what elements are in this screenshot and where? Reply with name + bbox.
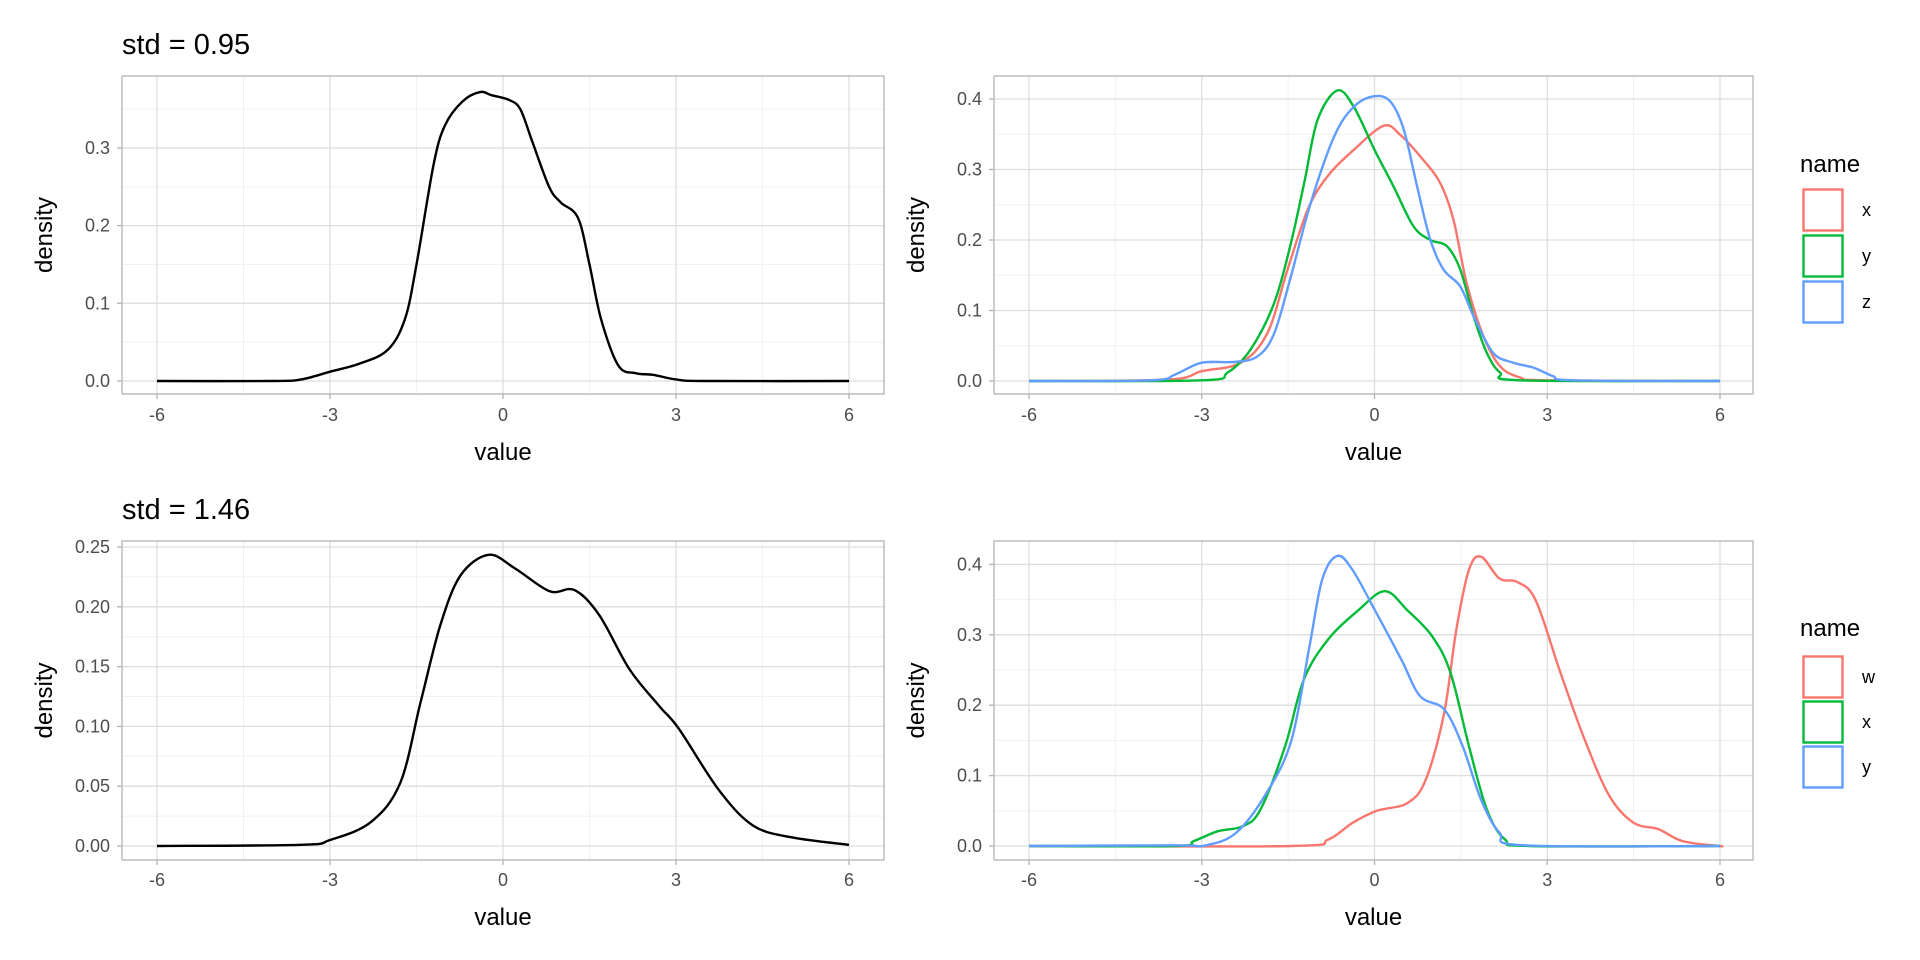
legend-label: x (1862, 712, 1871, 732)
y-tick-label: 0.15 (75, 657, 110, 677)
x-tick-label: 3 (671, 405, 681, 425)
legend-key-y (1802, 234, 1844, 278)
x-tick-label: 6 (844, 405, 854, 425)
y-tick-label: 0.0 (957, 371, 982, 391)
y-tick-label: 0.1 (85, 293, 110, 313)
x-tick-label: -3 (1194, 405, 1210, 425)
legend-title: name (1800, 151, 1860, 178)
density-line-w (1028, 555, 1724, 848)
y-tick-label: 0.2 (85, 216, 110, 236)
density-line (156, 90, 850, 383)
x-tick-label: 0 (1369, 870, 1379, 890)
x-tick-label: 0 (498, 870, 508, 890)
y-tick-label: 0.1 (957, 766, 982, 786)
density-line-y (1028, 88, 1721, 383)
density-line (156, 553, 850, 848)
panel-border (993, 540, 1754, 861)
panel-title: std = 0.95 (122, 29, 250, 61)
y-tick-label: 0.3 (957, 625, 982, 645)
y-tick-label: 0.3 (85, 138, 110, 158)
legend: name x y z (1800, 151, 1871, 324)
x-tick-label: -6 (1021, 870, 1037, 890)
panel-3: -6 -3 0 3 6 0.00 0.05 0.10 0.15 0.20 0.25 value dens… (31, 494, 885, 931)
x-tick-label: 3 (671, 870, 681, 890)
x-tick-label: -6 (1021, 405, 1037, 425)
x-tick-label: -6 (149, 405, 165, 425)
legend-key-z (1802, 280, 1844, 324)
panel-title: std = 1.46 (122, 494, 250, 526)
x-tick-label: 6 (1715, 870, 1725, 890)
panel-1: -6 -3 0 3 6 0.0 0.1 0.2 0.3 value density std = 0.9… (31, 29, 885, 466)
x-tick-label: 3 (1542, 870, 1552, 890)
x-tick-label: 6 (1715, 405, 1725, 425)
x-tick-label: 3 (1542, 405, 1552, 425)
y-tick-label: 0.0 (957, 836, 982, 856)
y-axis-title: density (31, 197, 58, 273)
y-tick-label: 0.10 (75, 716, 110, 736)
y-tick-label: 0.20 (75, 597, 110, 617)
x-tick-label: 0 (1369, 405, 1379, 425)
x-axis-title: value (474, 904, 531, 931)
plot-background (994, 541, 1753, 860)
y-tick-label: 0.0 (85, 371, 110, 391)
y-tick-label: 0.4 (957, 554, 982, 574)
legend-label: x (1862, 200, 1871, 220)
panel-border (993, 75, 1754, 395)
x-tick-label: 6 (844, 870, 854, 890)
y-tick-label: 0.00 (75, 836, 110, 856)
plot-background (994, 76, 1753, 394)
x-tick-label: -6 (149, 870, 165, 890)
y-axis-title: density (903, 197, 930, 273)
legend-label: y (1862, 757, 1871, 777)
y-tick-label: 0.2 (957, 230, 982, 250)
panel-4: -6 -3 0 3 6 0.0 0.1 0.2 0.3 0.4 value density name w x… (903, 540, 1876, 931)
y-axis-title: density (31, 662, 58, 738)
x-tick-label: -3 (322, 870, 338, 890)
y-axis-title: density (903, 662, 930, 738)
legend-label: z (1862, 292, 1871, 312)
legend-title: name (1800, 615, 1860, 642)
legend-key-w (1802, 655, 1844, 699)
y-tick-label: 0.25 (75, 537, 110, 557)
density-line-z (1028, 94, 1721, 383)
x-axis-title: value (1345, 904, 1402, 931)
legend: name w x y (1800, 615, 1876, 789)
x-tick-label: -3 (1194, 870, 1210, 890)
legend-label: y (1862, 246, 1871, 266)
panel-2: -6 -3 0 3 6 0.0 0.1 0.2 0.3 0.4 value density name x y… (903, 75, 1871, 466)
legend-key-x (1802, 188, 1844, 232)
y-tick-label: 0.4 (957, 89, 982, 109)
legend-key-y (1802, 745, 1844, 789)
x-axis-title: value (474, 439, 531, 466)
y-tick-label: 0.05 (75, 776, 110, 796)
y-tick-label: 0.3 (957, 160, 982, 180)
density-line-y (1028, 554, 1721, 848)
legend-label: w (1861, 667, 1876, 687)
x-tick-label: 0 (498, 405, 508, 425)
x-tick-label: -3 (322, 405, 338, 425)
legend-key-x (1802, 700, 1844, 744)
y-tick-label: 0.2 (957, 695, 982, 715)
y-tick-label: 0.1 (957, 301, 982, 321)
x-axis-title: value (1345, 439, 1402, 466)
